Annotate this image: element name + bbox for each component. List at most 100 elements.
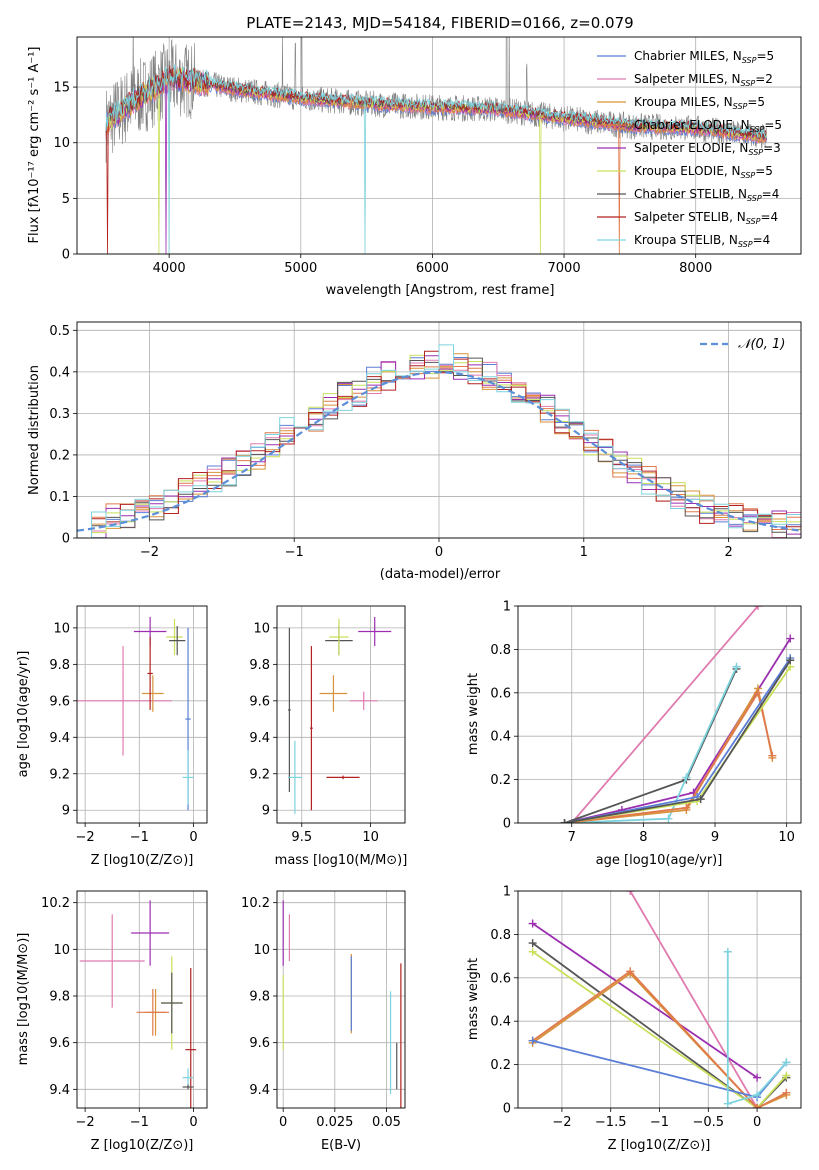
y-tick-label: 9.2 — [49, 767, 70, 782]
x-tick-label: 5000 — [284, 261, 317, 276]
y-tick-label: 0.2 — [490, 773, 511, 788]
weight-marker — [786, 656, 795, 665]
panel-weight-vs-Z: −2 −1.5 −1 −0.5 0 0 0.2 0.4 0.6 0.8 1 Z [log10(Z/Z⊙… — [466, 885, 802, 1153]
plot-area-weight-vs-Z — [528, 891, 791, 1108]
legend-label-sub: SSP — [750, 125, 765, 134]
y-tick-label: 0.5 — [49, 324, 70, 339]
figure-title: PLATE=2143, MJD=54184, FIBERID=0166, z=0… — [246, 14, 633, 32]
weight-marker — [768, 751, 777, 760]
x-tick-label: −2 — [76, 830, 95, 845]
x-axis-label: Z [log10(Z/Z⊙)] — [608, 1138, 711, 1153]
panel-residuals: −2 −1 0 1 2 0 0.1 0.2 0.3 0.4 0.5 𝒩(0, 1) (data-mode… — [27, 321, 802, 582]
x-tick-label: 7 — [568, 830, 576, 845]
y-tick-label: 0.8 — [490, 643, 511, 658]
y-tick-label: 9 — [262, 804, 270, 819]
axes-frame — [76, 605, 208, 824]
legend-label: Chabrier ELODIE, NSSP=5 — [634, 118, 782, 134]
y-axis-label: age [log10(age/yr)] — [16, 651, 31, 778]
x-axis-label: Z [log10(Z/Z⊙)] — [91, 853, 194, 868]
weight-line — [726, 951, 788, 1105]
y-tick-label: 1 — [503, 885, 511, 900]
weight-line — [532, 951, 788, 1108]
legend-label-text: Kroupa STELIB, N — [634, 233, 738, 247]
panel-spectrum: 4000 5000 6000 7000 8000 0 5 10 15 Chabrier MILES… — [27, 36, 802, 298]
y-tick-label: 5 — [62, 192, 70, 207]
axes-frame — [517, 605, 802, 824]
weight-line — [629, 891, 758, 1108]
y-axis-label: mass weight — [466, 958, 481, 1040]
y-tick-label: 15 — [53, 81, 70, 96]
weight-line — [564, 690, 774, 823]
y-tick-label: 0.4 — [490, 1015, 511, 1030]
legend-label-text: Salpeter ELODIE, N — [634, 141, 748, 155]
y-tick-label: 9.6 — [49, 694, 70, 709]
weight-line — [571, 606, 759, 823]
x-axis-label: E(B-V) — [321, 1138, 361, 1153]
plot-area-age-vs-Z — [77, 616, 194, 811]
legend-label: Kroupa MILES, NSSP=5 — [634, 95, 765, 111]
axes-frame — [76, 36, 802, 255]
x-tick-label: 7000 — [548, 261, 581, 276]
spectrum-model-line — [105, 64, 767, 254]
legend-label-sub: SSP — [747, 194, 762, 203]
legend-label-sub: SSP — [748, 148, 763, 157]
axes-frame — [76, 321, 802, 539]
panel-age-vs-Z: −2 −1 0 9 9.2 9.4 9.6 9.8 10 Z [log10(Z/Z⊙)] age [… — [16, 605, 208, 868]
legend-label-n: =4 — [760, 210, 778, 224]
x-tick-label: −2 — [552, 1115, 571, 1130]
normal-legend-label: 𝒩(0, 1) — [738, 337, 785, 352]
legend-label-n: =5 — [747, 95, 765, 109]
weight-marker — [782, 1058, 791, 1067]
legend-label-text: Kroupa ELODIE, N — [634, 164, 741, 178]
x-tick-label: 0.05 — [372, 1115, 401, 1130]
x-tick-label: −1 — [130, 830, 149, 845]
y-tick-label: 9.8 — [49, 990, 70, 1005]
x-tick-label: 0 — [753, 1115, 761, 1130]
legend-label: Kroupa STELIB, NSSP=4 — [634, 233, 770, 249]
legend-label-sub: SSP — [733, 102, 748, 111]
panel-mass-vs-EBV: 0 0.025 0.05 9.4 9.6 9.8 10 10.2 E(B-V) — [241, 890, 406, 1153]
weight-marker — [664, 814, 673, 823]
weight-marker — [782, 1088, 791, 1097]
y-tick-label: 9.4 — [49, 1083, 70, 1098]
x-tick-label: 0 — [279, 1115, 287, 1130]
x-tick-label: 8000 — [679, 261, 712, 276]
y-tick-label: 0.3 — [49, 407, 70, 422]
weight-line — [564, 666, 738, 823]
y-tick-label: 0.6 — [490, 686, 511, 701]
x-tick-label: −1 — [285, 545, 304, 560]
weight-marker — [723, 1099, 732, 1108]
x-axis-label: (data-model)/error — [380, 567, 501, 582]
y-tick-label: 0.8 — [490, 928, 511, 943]
weight-marker — [528, 1036, 537, 1045]
weight-marker — [528, 919, 537, 928]
x-tick-label: −1 — [650, 1115, 669, 1130]
y-tick-label: 9.4 — [249, 731, 270, 746]
legend-label-text: Chabrier ELODIE, N — [634, 118, 750, 132]
x-tick-label: 4000 — [153, 261, 186, 276]
weight-marker — [528, 947, 537, 956]
y-tick-label: 9.6 — [249, 694, 270, 709]
y-tick-label: 10 — [253, 621, 270, 636]
normal-curve — [77, 371, 801, 532]
x-tick-label: 1 — [580, 545, 588, 560]
weight-marker — [626, 967, 635, 976]
x-tick-label: 8 — [639, 830, 647, 845]
y-tick-label: 10 — [53, 621, 70, 636]
legend-label-text: Kroupa MILES, N — [634, 95, 733, 109]
y-tick-label: 0.2 — [49, 448, 70, 463]
panel-age-vs-mass: 9.5 10 9 9.2 9.4 9.6 9.8 10 mass [log10(M/M⊙)] — [249, 605, 407, 868]
weight-marker — [782, 1071, 791, 1080]
y-axis-label: mass [log10(M/M⊙)] — [16, 933, 31, 1066]
legend-label-sub: SSP — [746, 217, 761, 226]
y-axis-label: mass weight — [466, 673, 481, 755]
x-axis-label: Z [log10(Z/Z⊙)] — [91, 1138, 194, 1153]
weight-marker — [626, 891, 635, 895]
y-tick-label: 10 — [53, 136, 70, 151]
x-axis-label: age [log10(age/yr)] — [596, 853, 723, 868]
x-tick-label: 9 — [711, 830, 719, 845]
axes-frame — [76, 890, 208, 1109]
x-axis-label: wavelength [Angstrom, rest frame] — [326, 283, 555, 298]
x-tick-label: 9.5 — [291, 830, 312, 845]
